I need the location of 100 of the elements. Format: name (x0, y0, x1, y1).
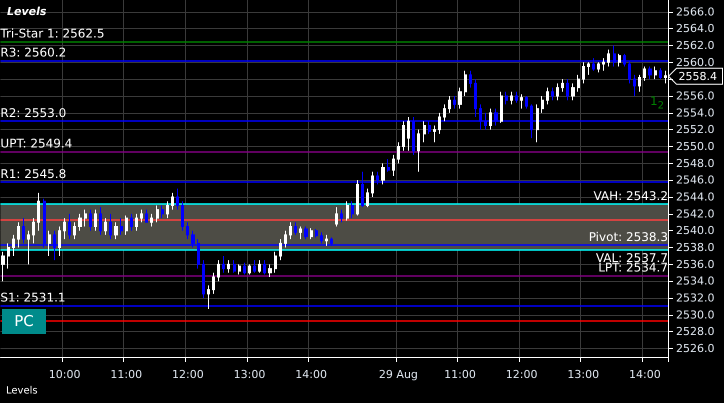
x-tick-label: 29 Aug (378, 368, 418, 381)
candlestick (130, 213, 133, 232)
candlestick (489, 108, 492, 130)
candlestick (371, 171, 374, 198)
candlestick (546, 87, 549, 105)
candlestick (381, 162, 385, 185)
candlestick (7, 242, 10, 270)
candlestick (659, 68, 662, 80)
candlestick (78, 213, 82, 232)
text: 2558.4 (678, 70, 717, 83)
candlestick (602, 58, 605, 72)
y-tick-label: 2536.0 (676, 258, 714, 271)
candlestick (556, 82, 559, 101)
candlestick (541, 95, 544, 114)
candlestick (94, 209, 97, 232)
candlestick (340, 209, 343, 223)
ref-line-label: R3: 2560.2 (0, 46, 66, 60)
candlestick (525, 95, 528, 110)
candlestick (37, 192, 40, 232)
candlestick (186, 222, 189, 240)
candlestick (643, 66, 646, 82)
candlestick (402, 120, 405, 152)
x-tick-label: 11:00 (444, 368, 476, 381)
y-tick-label: 2562.0 (676, 38, 714, 52)
y-tick-label: 2566.0 (676, 5, 714, 18)
candlestick (48, 230, 51, 256)
candlestick (12, 234, 15, 256)
candlestick (346, 200, 349, 222)
y-tick-label: 2546.0 (676, 174, 714, 187)
candlestick (417, 129, 420, 172)
y-tick-label: 2548.0 (676, 156, 714, 170)
y-tick-label: 2534.0 (676, 274, 714, 288)
candlestick (243, 262, 246, 275)
candlestick (294, 222, 297, 236)
candlestick (515, 91, 518, 104)
candlestick (299, 226, 302, 240)
candlestick (125, 215, 128, 236)
candlestick (423, 120, 426, 143)
candlestick (648, 66, 652, 80)
candlestick (222, 255, 225, 274)
candlestick (166, 200, 169, 219)
x-tick-label: 13:00 (234, 368, 266, 381)
text: Levels (7, 5, 47, 18)
candlestick (253, 260, 256, 274)
y-tick-label: 2542.0 (676, 207, 714, 220)
ref-line-label: VAH: 2543.2 (593, 188, 668, 203)
candlestick (618, 53, 621, 68)
candlestick (32, 218, 35, 244)
ref-line-label: Pivot: 2538.3 (588, 230, 668, 244)
candlestick (176, 188, 179, 210)
candlestick (258, 260, 261, 274)
candlestick (284, 230, 287, 248)
candlestick (597, 62, 600, 73)
candlestick (304, 226, 308, 240)
ref-line-label: Tri-Star 1: 2562.5 (0, 26, 105, 40)
candlestick (17, 222, 20, 248)
candlestick (438, 112, 441, 134)
candlestick (607, 49, 610, 68)
candlestick (63, 218, 66, 240)
candlestick (638, 74, 641, 92)
x-tick-label: 10:00 (48, 368, 80, 381)
ref-line-label: UPT: 2549.4 (0, 136, 72, 151)
y-tick-label: 2544.0 (676, 190, 714, 204)
candlestick (84, 209, 87, 227)
candlestick (335, 206, 338, 227)
candlestick (156, 204, 159, 223)
candlestick (120, 218, 123, 236)
candlestick (114, 222, 118, 240)
candlestick (1, 251, 5, 282)
candlestick (325, 234, 328, 246)
candlestick (181, 200, 184, 232)
x-tick-label: 14:00 (295, 368, 327, 381)
candlestick (536, 104, 539, 143)
candlestick (453, 95, 456, 110)
candlestick (27, 230, 30, 265)
x-tick-label: 14:00 (629, 368, 661, 381)
candlestick (89, 209, 92, 232)
candlestick (469, 70, 472, 88)
candlestick (68, 213, 71, 240)
ref-line-label: R1: 2545.8 (0, 166, 66, 181)
candlestick (633, 74, 636, 96)
candlestick (587, 62, 590, 76)
candlestick (520, 94, 523, 110)
y-tick-label: 2554.0 (676, 106, 714, 120)
candlestick (561, 78, 564, 92)
x-tick-label: 12:00 (172, 368, 204, 381)
candlestick (263, 260, 266, 275)
candlestick (654, 66, 657, 80)
candlestick (510, 91, 513, 105)
y-tick-label: 2540.0 (676, 224, 714, 238)
candlestick (387, 158, 390, 172)
candlestick (145, 209, 148, 223)
candlestick (392, 154, 395, 176)
y-tick-label: 2560.0 (676, 56, 714, 69)
candlestick (140, 209, 143, 223)
candlestick (474, 78, 477, 118)
y-tick-label: 2526.0 (676, 342, 714, 356)
ref-line-label: R2: 2553.0 (0, 106, 66, 120)
annotation: PC (2, 309, 46, 334)
y-tick-label: 2530.0 (676, 308, 714, 322)
